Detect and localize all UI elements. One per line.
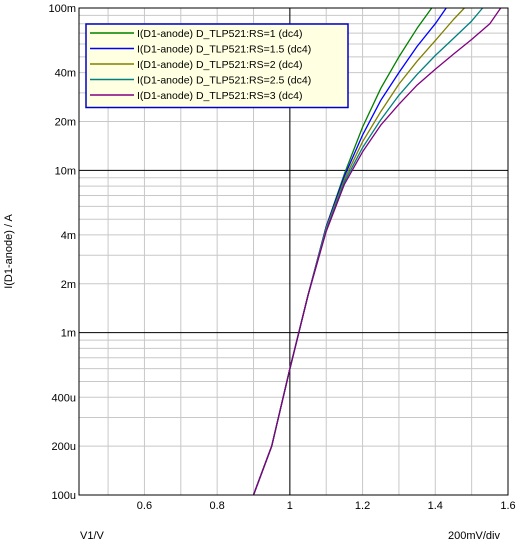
x-tick-label: 1.2 [355,500,370,512]
legend: I(D1-anode) D_TLP521:RS=1 (dc4) I(D1-anod… [85,23,349,109]
y-tick-label: 10m [55,165,76,177]
y-tick-labels: 100m 40m 20m 10m 4m 2m 1m 400u 200u 100u [48,3,76,502]
y-tick-label: 400u [52,392,76,404]
legend-entry-label: I(D1-anode) D_TLP521:RS=2 (dc4) [137,59,302,71]
legend-box [85,23,349,109]
y-axis-label: I(D1-anode) / A [3,214,15,289]
x-tick-label: 0.8 [210,500,225,512]
x-tick-label: 1.4 [428,500,443,512]
y-tick-label: 200u [52,441,76,453]
y-tick-label: 40m [55,68,76,80]
series-line-5 [252,7,502,496]
y-tick-label: 2m [61,279,76,291]
legend-entry-label: I(D1-anode) D_TLP521:RS=3 (dc4) [137,90,302,102]
y-tick-label: 4m [61,230,76,242]
x-tick-label: 0.6 [137,500,152,512]
legend-entry-label: I(D1-anode) D_TLP521:RS=2.5 (dc4) [137,75,311,87]
x-tick-label: 1 [287,500,293,512]
x-tick-labels: 0.6 0.8 1 1.2 1.4 1.6 [137,500,516,512]
plot-frame [78,7,509,496]
y-tick-label: 1m [61,328,76,340]
y-tick-label: 100m [48,3,76,15]
x-axis-label: V1/V [80,530,105,542]
y-tick-label: 20m [55,116,76,128]
legend-entry-label: I(D1-anode) D_TLP521:RS=1.5 (dc4) [137,44,311,56]
x-tick-label: 1.6 [500,500,515,512]
y-tick-label: 100u [52,490,76,502]
x-scale-note: 200mV/div [448,530,500,542]
series-lines [252,7,502,496]
legend-entry-label: I(D1-anode) D_TLP521:RS=1 (dc4) [137,28,302,40]
